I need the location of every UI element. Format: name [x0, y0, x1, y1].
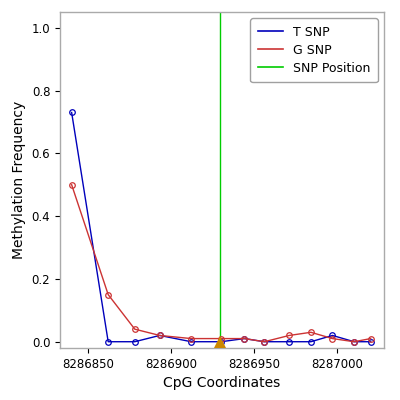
X-axis label: CpG Coordinates: CpG Coordinates [163, 376, 281, 390]
Legend: T SNP, G SNP, SNP Position: T SNP, G SNP, SNP Position [250, 18, 378, 82]
Y-axis label: Methylation Frequency: Methylation Frequency [12, 101, 26, 259]
